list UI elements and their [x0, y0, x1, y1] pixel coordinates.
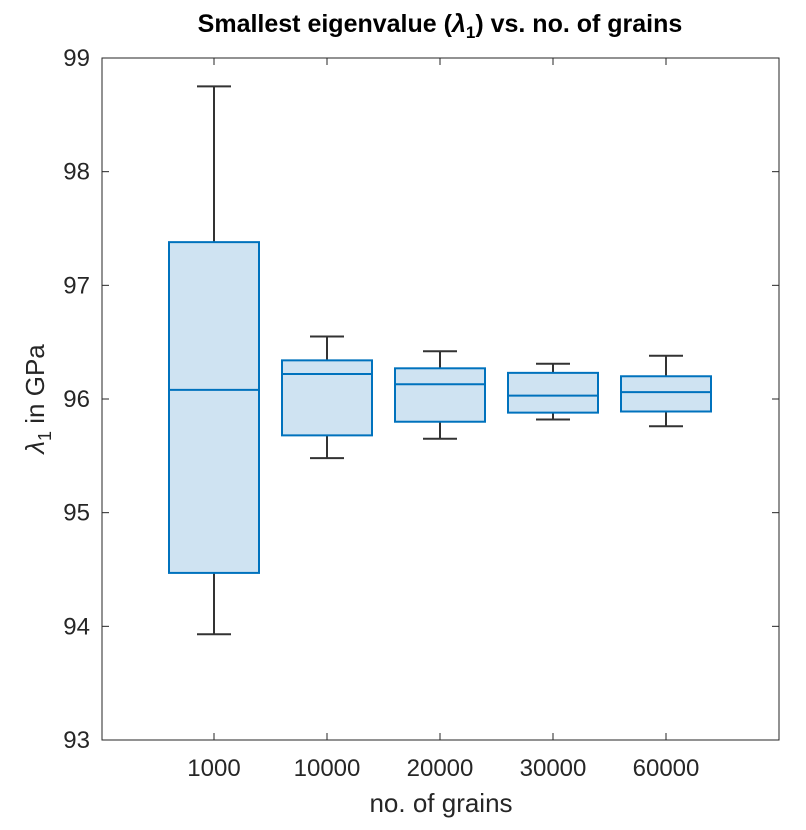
box-iqr [507, 371, 599, 414]
x-tick-label: 30000 [520, 755, 587, 782]
box-series [168, 85, 712, 636]
y-tick-label: 95 [63, 500, 90, 527]
x-tick-label: 20000 [407, 755, 474, 782]
box-iqr [620, 375, 712, 413]
box-iqr [394, 367, 486, 423]
y-tick-label: 98 [63, 159, 90, 186]
box-group [507, 362, 599, 421]
y-tick-label: 96 [63, 386, 90, 413]
box-group [168, 85, 260, 636]
x-tick-label: 1000 [187, 755, 240, 782]
y-tick-label: 93 [63, 727, 90, 754]
box-group [281, 335, 373, 460]
x-axis: 1000 10000 20000 30000 60000 [187, 58, 699, 782]
box-group [394, 350, 486, 440]
x-tick-label: 60000 [633, 755, 700, 782]
y-axis: 93 94 95 96 97 98 99 [63, 45, 779, 754]
chart-title: Smallest eigenvalue (λ1) vs. no. of grai… [198, 10, 683, 42]
box-iqr [281, 359, 373, 437]
x-tick-label: 10000 [294, 755, 361, 782]
y-axis-label: λ1 in GPa [20, 344, 55, 456]
y-tick-label: 97 [63, 272, 90, 299]
y-tick-label: 94 [63, 613, 90, 640]
y-tick-label: 99 [63, 45, 90, 72]
box-iqr [168, 241, 260, 574]
x-axis-label: no. of grains [369, 788, 512, 818]
box-group [620, 354, 712, 428]
